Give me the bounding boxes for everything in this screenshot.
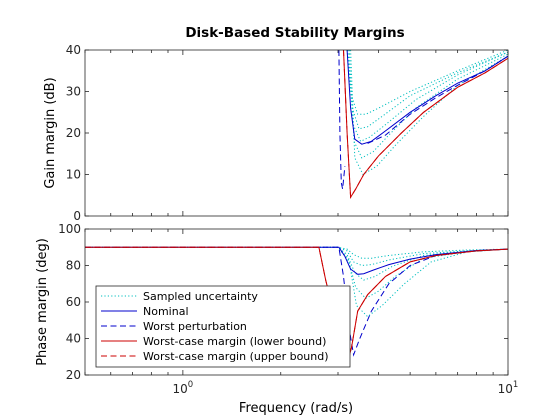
series-line-0-0-0 (346, 50, 508, 115)
ytick-label: 10 (66, 168, 81, 182)
phase-ticks-group: 20 40 60 80 100 100 101 (58, 222, 518, 396)
phase-series-group (85, 246, 508, 363)
xtick-label: 101 (498, 380, 519, 396)
ytick-label: 80 (66, 259, 81, 273)
legend-box (95, 285, 351, 368)
gain-series-group (338, 50, 508, 199)
ytick-label: 40 (66, 43, 81, 57)
series-line-0-0-2 (347, 50, 508, 142)
ytick-label: 30 (66, 85, 81, 99)
ytick-label: 20 (66, 368, 81, 382)
legend-label: Nominal (143, 305, 189, 318)
ytick-label: 20 (66, 126, 81, 140)
series-line-0-2-0 (338, 50, 346, 190)
xtick-label: 100 (173, 380, 194, 396)
legend-items: Sampled uncertainty Nominal Worst perturba… (101, 290, 329, 363)
gain-ylabel: Gain margin (dB) (43, 77, 58, 188)
ytick-label: 40 (66, 332, 81, 346)
series-line-1-1-0 (85, 246, 508, 275)
legend-label: Worst-case margin (upper bound) (143, 350, 329, 363)
series-line-1-0-2 (85, 246, 508, 281)
legend-label: Worst perturbation (143, 320, 247, 333)
ytick-label: 100 (58, 222, 81, 236)
gain-margin-axes: 0 10 20 30 40 Gain margin (dB) (43, 43, 509, 223)
gain-plot-area (85, 50, 508, 216)
chart-title: Disk-Based Stability Margins (185, 25, 404, 41)
series-line-1-0-3 (85, 246, 508, 300)
phase-ylabel: Phase margin (deg) (35, 238, 50, 366)
series-line-0-2-1 (367, 55, 508, 144)
series-line-1-4-0 (85, 246, 508, 363)
ytick-label: 60 (66, 295, 81, 309)
phase-axes-box (84, 228, 509, 376)
legend-label: Worst-case margin (lower bound) (143, 335, 326, 348)
series-line-1-0-1 (85, 246, 508, 267)
phase-xlabel: Frequency (rad/s) (239, 401, 353, 416)
legend: Sampled uncertainty Nominal Worst perturba… (95, 285, 351, 368)
gain-axes-box (84, 49, 509, 217)
ytick-label: 0 (73, 209, 81, 223)
series-line-0-4-0 (343, 50, 508, 199)
series-line-0-1-0 (346, 50, 508, 145)
series-line-0-0-4 (350, 50, 508, 176)
series-line-1-0-0 (85, 246, 508, 259)
legend-label: Sampled uncertainty (143, 290, 258, 303)
